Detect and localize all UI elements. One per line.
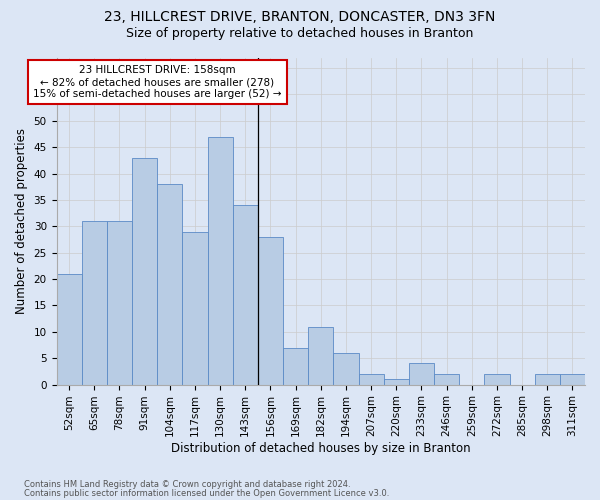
Text: Contains public sector information licensed under the Open Government Licence v3: Contains public sector information licen… xyxy=(24,489,389,498)
Bar xyxy=(132,158,157,384)
Bar xyxy=(359,374,383,384)
Bar xyxy=(283,348,308,385)
Bar xyxy=(208,136,233,384)
Bar xyxy=(334,353,359,384)
Bar xyxy=(434,374,459,384)
Bar xyxy=(535,374,560,384)
Text: 23, HILLCREST DRIVE, BRANTON, DONCASTER, DN3 3FN: 23, HILLCREST DRIVE, BRANTON, DONCASTER,… xyxy=(104,10,496,24)
Y-axis label: Number of detached properties: Number of detached properties xyxy=(15,128,28,314)
Bar xyxy=(258,237,283,384)
X-axis label: Distribution of detached houses by size in Branton: Distribution of detached houses by size … xyxy=(171,442,470,455)
Bar xyxy=(308,326,334,384)
Text: Contains HM Land Registry data © Crown copyright and database right 2024.: Contains HM Land Registry data © Crown c… xyxy=(24,480,350,489)
Bar xyxy=(484,374,509,384)
Bar xyxy=(82,221,107,384)
Text: Size of property relative to detached houses in Branton: Size of property relative to detached ho… xyxy=(127,28,473,40)
Bar xyxy=(182,232,208,384)
Bar xyxy=(56,274,82,384)
Bar xyxy=(409,364,434,384)
Bar xyxy=(560,374,585,384)
Bar xyxy=(107,221,132,384)
Bar xyxy=(157,184,182,384)
Bar xyxy=(233,205,258,384)
Text: 23 HILLCREST DRIVE: 158sqm
← 82% of detached houses are smaller (278)
15% of sem: 23 HILLCREST DRIVE: 158sqm ← 82% of deta… xyxy=(33,66,281,98)
Bar xyxy=(383,380,409,384)
